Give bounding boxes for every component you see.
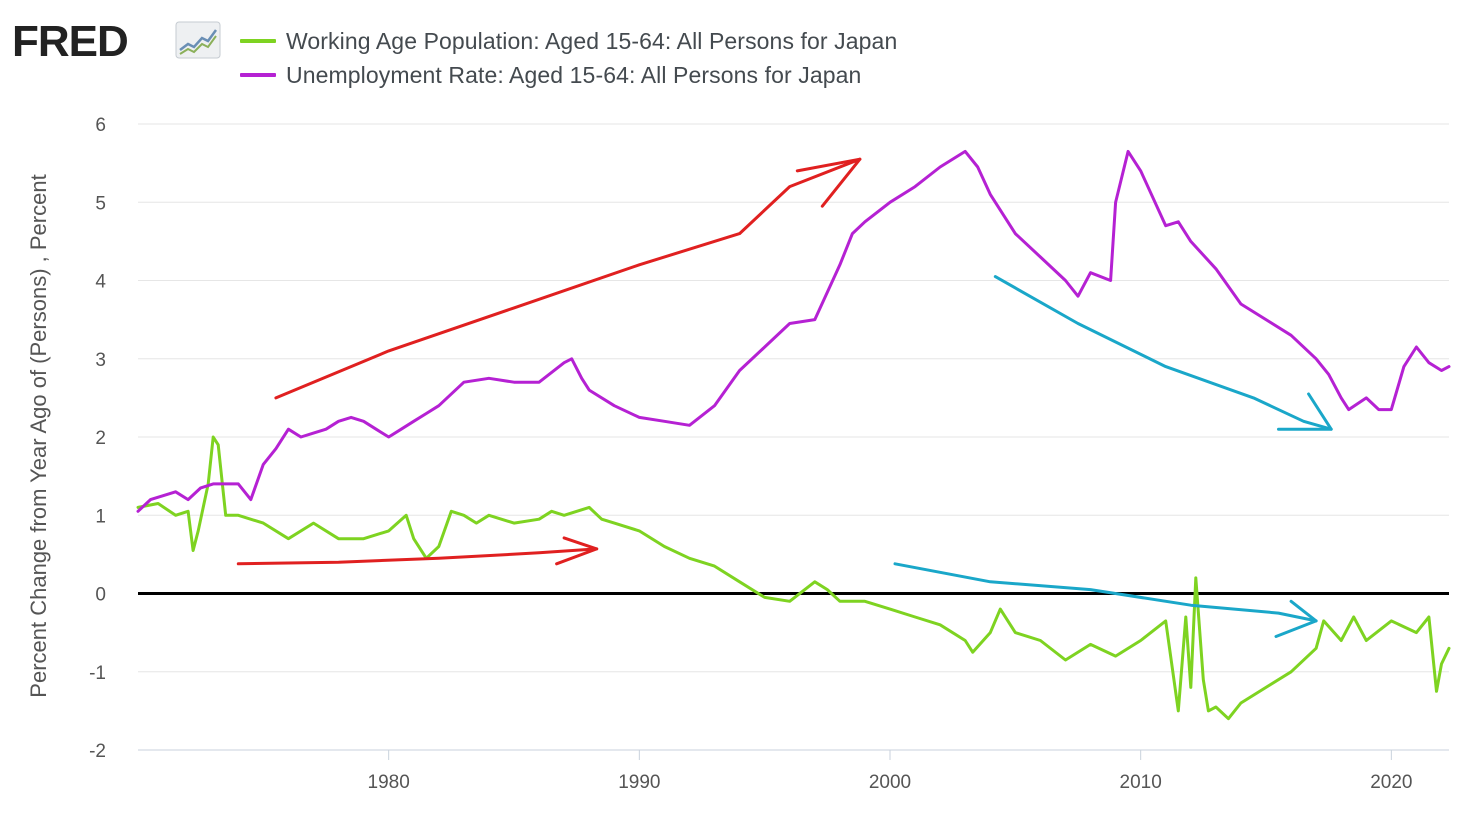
- trend-arrow-head: [555, 536, 599, 566]
- fred-logo[interactable]: FRED: [12, 17, 222, 66]
- legend-swatch-working-age-population: [240, 39, 276, 43]
- legend-item-unemployment-rate[interactable]: Unemployment Rate: Aged 15-64: All Perso…: [240, 58, 897, 92]
- legend-swatch-unemployment-rate: [240, 73, 276, 77]
- annotation-layer: [236, 157, 1333, 638]
- y-tick-label: 6: [95, 115, 106, 136]
- x-tick-label: 1980: [368, 772, 410, 793]
- y-axis-title: Percent Change from Year Ago of (Persons…: [26, 174, 51, 697]
- trend-arrow-unemployment-up: [274, 157, 862, 400]
- y-tick-label: -1: [89, 663, 106, 684]
- trend-arrow-population-flat: [236, 536, 599, 566]
- unemployment-rate-line: [136, 149, 1451, 513]
- x-tick-label: 2000: [869, 772, 911, 793]
- y-tick-label: -2: [89, 741, 106, 762]
- fred-logo-graphic: FRED: [12, 17, 221, 66]
- trend-line-icon: [175, 21, 221, 59]
- trend-arrow-head: [1274, 599, 1318, 638]
- gridlines: [138, 123, 1449, 751]
- trend-arrow-shaft: [893, 562, 1318, 623]
- trend-arrow-shaft: [274, 157, 862, 400]
- series-layer: [136, 149, 1451, 721]
- x-axis-ticks: 1980 1990 2000 2010 2020: [368, 750, 1412, 793]
- trend-arrow-shaft: [993, 275, 1333, 431]
- trend-arrow-population-down: [893, 562, 1318, 638]
- x-tick-label: 2020: [1370, 772, 1412, 793]
- trend-arrow-unemployment-down: [993, 275, 1333, 431]
- legend-label-unemployment-rate: Unemployment Rate: Aged 15-64: All Perso…: [286, 61, 862, 88]
- x-tick-label: 2010: [1120, 772, 1162, 793]
- y-tick-label: 1: [95, 506, 106, 527]
- y-tick-label: 4: [95, 272, 106, 293]
- y-tick-label: 0: [95, 585, 106, 606]
- legend-label-working-age-population: Working Age Population: Aged 15-64: All …: [286, 27, 898, 54]
- y-tick-label: 5: [95, 193, 106, 214]
- y-axis-ticks: -2 -1 0 1 2 3 4 5 6: [89, 115, 106, 762]
- trend-arrow-head: [1277, 392, 1333, 431]
- fred-wordmark: FRED: [12, 18, 128, 62]
- working-age-population-line: [136, 435, 1451, 721]
- legend: Working Age Population: Aged 15-64: All …: [240, 24, 897, 92]
- x-tick-label: 1990: [618, 772, 660, 793]
- y-tick-label: 3: [95, 350, 106, 371]
- trend-arrow-head: [795, 157, 862, 208]
- legend-item-working-age-population[interactable]: Working Age Population: Aged 15-64: All …: [240, 24, 897, 58]
- y-tick-label: 2: [95, 428, 106, 449]
- trend-arrow-shaft: [236, 547, 599, 566]
